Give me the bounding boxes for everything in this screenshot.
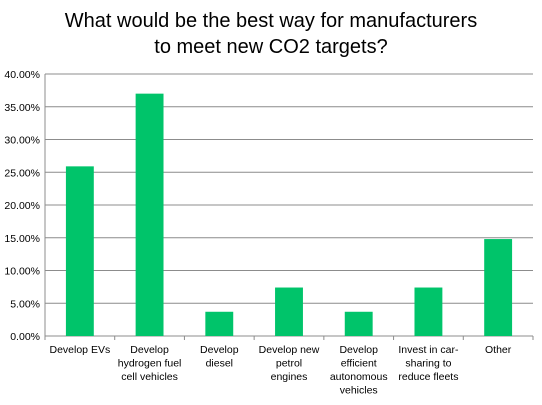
x-tick-label: efficient [341,358,377,370]
x-tick-label: diesel [206,358,233,370]
bar [135,93,164,337]
x-tick-label: Develop new [259,344,320,356]
y-tick-label: 30.00% [4,135,40,147]
x-tick-label: autonomous [330,371,388,383]
y-tick-label: 35.00% [4,102,40,114]
bar [484,239,513,336]
x-tick-label: sharing to [405,358,451,370]
y-tick-label: 10.00% [4,266,40,278]
chart-title-line-1: What would be the best way for manufactu… [64,10,478,32]
x-tick-label: vehicles [340,385,378,397]
x-tick-label: Other [485,344,512,356]
x-tick-label: Develop [200,344,239,356]
y-tick-label: 15.00% [4,233,40,245]
x-tick-label: hydrogen fuel [118,358,182,370]
y-tick-label: 25.00% [4,167,40,179]
x-tick-label: petrol [276,358,302,370]
x-tick-label: Develop [339,344,378,356]
x-tick-label: cell vehicles [121,371,178,383]
bar [65,166,94,336]
y-tick-label: 40.00% [4,69,40,81]
x-tick-label: Develop [130,344,169,356]
bar [205,311,234,336]
y-tick-label: 5.00% [10,298,40,310]
x-tick-label: reduce fleets [398,371,458,383]
x-tick-label: engines [271,371,308,383]
bar [414,287,443,336]
x-tick-label: Invest in car- [398,344,459,356]
bar [275,287,303,336]
y-tick-label: 20.00% [4,200,40,212]
chart-title-line-2: to meet new CO2 targets? [154,36,388,58]
bar [344,311,373,336]
x-tick-label: Develop EVs [50,344,111,356]
y-tick-label: 0.00% [10,331,40,343]
chart-title: What would be the best way for manufactu… [0,8,542,60]
